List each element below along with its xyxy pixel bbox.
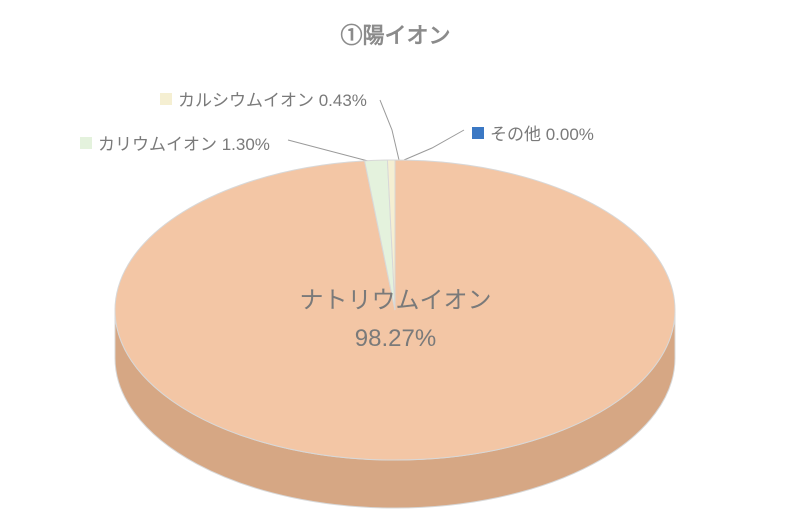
- legend-swatch: [160, 93, 172, 105]
- legend-swatch: [80, 137, 92, 149]
- legend-item: その他 0.00%: [472, 120, 594, 145]
- main-slice-percent: 98.27%: [0, 325, 791, 353]
- main-slice-label: ナトリウムイオン 98.27%: [0, 280, 791, 353]
- pie-body: [0, 0, 791, 521]
- legend-label: その他 0.00%: [490, 120, 594, 145]
- pie-chart-3d: ①陽イオン カルシウムイオン 0.43%カリウムイオン 1.30%その他 0.0…: [0, 0, 791, 521]
- legend-item: カルシウムイオン 0.43%: [160, 86, 367, 111]
- legend-label: カリウムイオン 1.30%: [98, 130, 270, 155]
- legend-swatch: [472, 127, 484, 139]
- legend-item: カリウムイオン 1.30%: [80, 130, 270, 155]
- legend-label: カルシウムイオン 0.43%: [178, 86, 367, 111]
- main-slice-name: ナトリウムイオン: [0, 280, 791, 315]
